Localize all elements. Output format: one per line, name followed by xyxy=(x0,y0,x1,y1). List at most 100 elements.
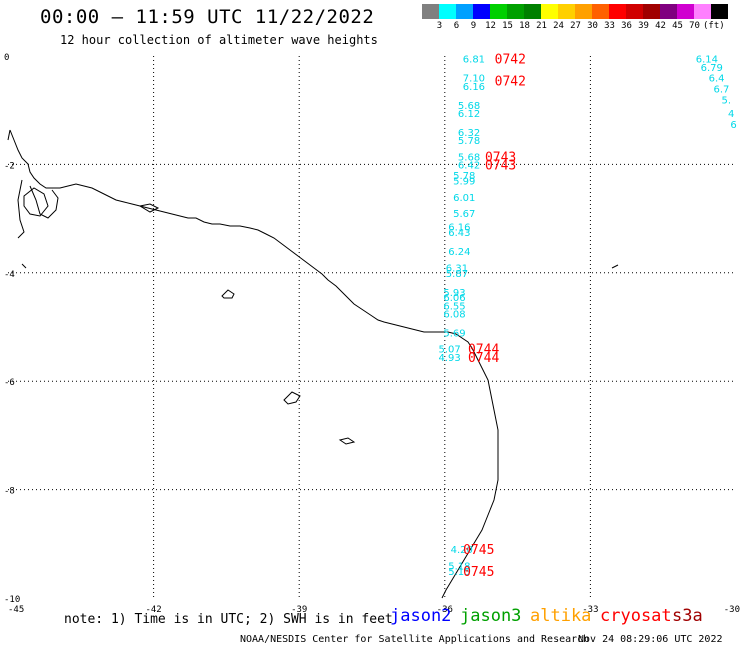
legend-label: 6 xyxy=(453,21,460,31)
satellite-label-jason2: jason2 xyxy=(390,606,452,626)
swh-value-label: 5.07 xyxy=(439,345,461,356)
legend-label: 18 xyxy=(519,21,530,31)
legend-swatch xyxy=(558,4,575,19)
swh-value-label: 6.24 xyxy=(448,247,470,258)
swh-value-label: 5.68 xyxy=(458,101,480,112)
page-subtitle: 12 hour collection of altimeter wave hei… xyxy=(60,33,378,47)
swh-value-label: 6.08 xyxy=(443,309,465,320)
legend-label: 9 xyxy=(470,21,477,31)
legend-label: 30 xyxy=(587,21,598,31)
legend-swatch xyxy=(677,4,694,19)
satellite-label-cryosat: cryosat xyxy=(600,606,672,626)
swh-value-label: 5.87 xyxy=(446,269,468,280)
legend-label: (ft) xyxy=(703,21,725,31)
legend-swatch xyxy=(456,4,473,19)
swh-value-label: 5. xyxy=(722,95,732,106)
y-tick-label: -10 xyxy=(4,595,20,605)
swh-value-label: 4 xyxy=(728,109,734,120)
swh-value-label: 6.42 xyxy=(458,160,480,171)
legend-label: 42 xyxy=(655,21,666,31)
pass-time-label: 0745 xyxy=(463,543,494,558)
x-tick-label: -33 xyxy=(582,605,598,615)
x-tick-label: -42 xyxy=(145,605,161,615)
swh-value-label: 4.20 xyxy=(451,545,473,556)
satellite-label-s3a: s3a xyxy=(672,606,703,626)
swh-value-label: 6.12 xyxy=(458,109,480,120)
swh-value-label: 6.81 xyxy=(463,55,485,66)
x-tick-label: -30 xyxy=(724,605,740,615)
swh-value-label: 6.01 xyxy=(453,193,475,204)
legend-swatch xyxy=(643,4,660,19)
x-tick-label: -36 xyxy=(437,605,453,615)
swh-value-label: 6.06 xyxy=(443,293,465,304)
satellite-label-jason3: jason3 xyxy=(460,606,522,626)
satellite-label-altika: altika xyxy=(530,606,592,626)
y-tick-label: 0 xyxy=(4,53,9,63)
legend-swatch xyxy=(439,4,456,19)
legend-swatch xyxy=(626,4,643,19)
legend-swatch xyxy=(660,4,677,19)
island-b xyxy=(283,391,301,405)
legend-label: 24 xyxy=(553,21,564,31)
legend-label: 45 xyxy=(672,21,683,31)
color-legend xyxy=(422,4,728,19)
note-text: note: 1) Time is in UTC; 2) SWH is in fe… xyxy=(64,612,393,627)
marajo-island xyxy=(23,187,49,217)
x-tick-label: -39 xyxy=(291,605,307,615)
legend-swatch xyxy=(507,4,524,19)
pass-time-label: 0744 xyxy=(468,351,499,366)
swh-value-label: 5.78 xyxy=(453,171,475,182)
island-a xyxy=(221,289,235,299)
swh-value-label: 6 xyxy=(730,120,736,131)
pass-time-label: 0742 xyxy=(495,53,526,68)
pass-time-label: 0742 xyxy=(495,74,526,89)
swh-value-label: 5.78 xyxy=(458,136,480,147)
swh-value-label: 5.93 xyxy=(443,288,465,299)
legend-swatch xyxy=(473,4,490,19)
page-title: 00:00 – 11:59 UTC 11/22/2022 xyxy=(40,6,375,28)
y-tick-label: -8 xyxy=(4,487,15,497)
swh-value-label: 5.69 xyxy=(443,328,465,339)
pass-time-label: 0743 xyxy=(485,158,516,173)
legend-swatch xyxy=(541,4,558,19)
pass-time-label: 0744 xyxy=(468,343,499,358)
island-f xyxy=(138,203,160,213)
swh-value-label: 4.93 xyxy=(439,353,461,364)
legend-label: 12 xyxy=(485,21,496,31)
swh-value-label: 6.14 xyxy=(696,55,718,66)
swh-value-label: 5.15 xyxy=(448,567,470,578)
swh-value-label: 6.55 xyxy=(443,301,465,312)
pass-time-label: 0743 xyxy=(485,150,516,165)
swh-value-label: 6.43 xyxy=(448,228,470,239)
coastline xyxy=(7,129,619,599)
swh-value-label: 6.7 xyxy=(713,85,729,96)
swh-value-label: 6.32 xyxy=(458,128,480,139)
y-tick-label: -4 xyxy=(4,270,15,280)
swh-value-label: 6.16 xyxy=(448,223,470,234)
legend-label: 27 xyxy=(570,21,581,31)
legend-swatch xyxy=(711,4,728,19)
brazil-coastline xyxy=(52,183,499,599)
legend-label: 15 xyxy=(502,21,513,31)
swh-value-label: 5.18 xyxy=(448,561,470,572)
y-tick-label: -6 xyxy=(4,378,15,388)
credit-text: NOAA/NESDIS Center for Satellite Applica… xyxy=(240,634,590,645)
legend-swatch xyxy=(490,4,507,19)
island-c xyxy=(338,437,356,445)
swh-value-label: 6.4 xyxy=(709,74,725,85)
island-e xyxy=(21,263,27,269)
timestamp-text: Nov 24 08:29:06 UTC 2022 xyxy=(578,634,723,645)
swh-value-label: 5.68 xyxy=(458,152,480,163)
swh-value-label: 6.79 xyxy=(701,63,723,74)
swh-value-label: 5.99 xyxy=(453,177,475,188)
legend-label: 21 xyxy=(536,21,547,31)
amazon-delta-coast xyxy=(7,129,59,239)
legend-label: 3 xyxy=(436,21,443,31)
swh-value-label: 5.67 xyxy=(453,209,475,220)
legend-label: 70 xyxy=(689,21,700,31)
legend-swatch xyxy=(609,4,626,19)
legend-swatch xyxy=(592,4,609,19)
swh-value-label: 6.16 xyxy=(463,82,485,93)
y-tick-label: -2 xyxy=(4,161,15,171)
